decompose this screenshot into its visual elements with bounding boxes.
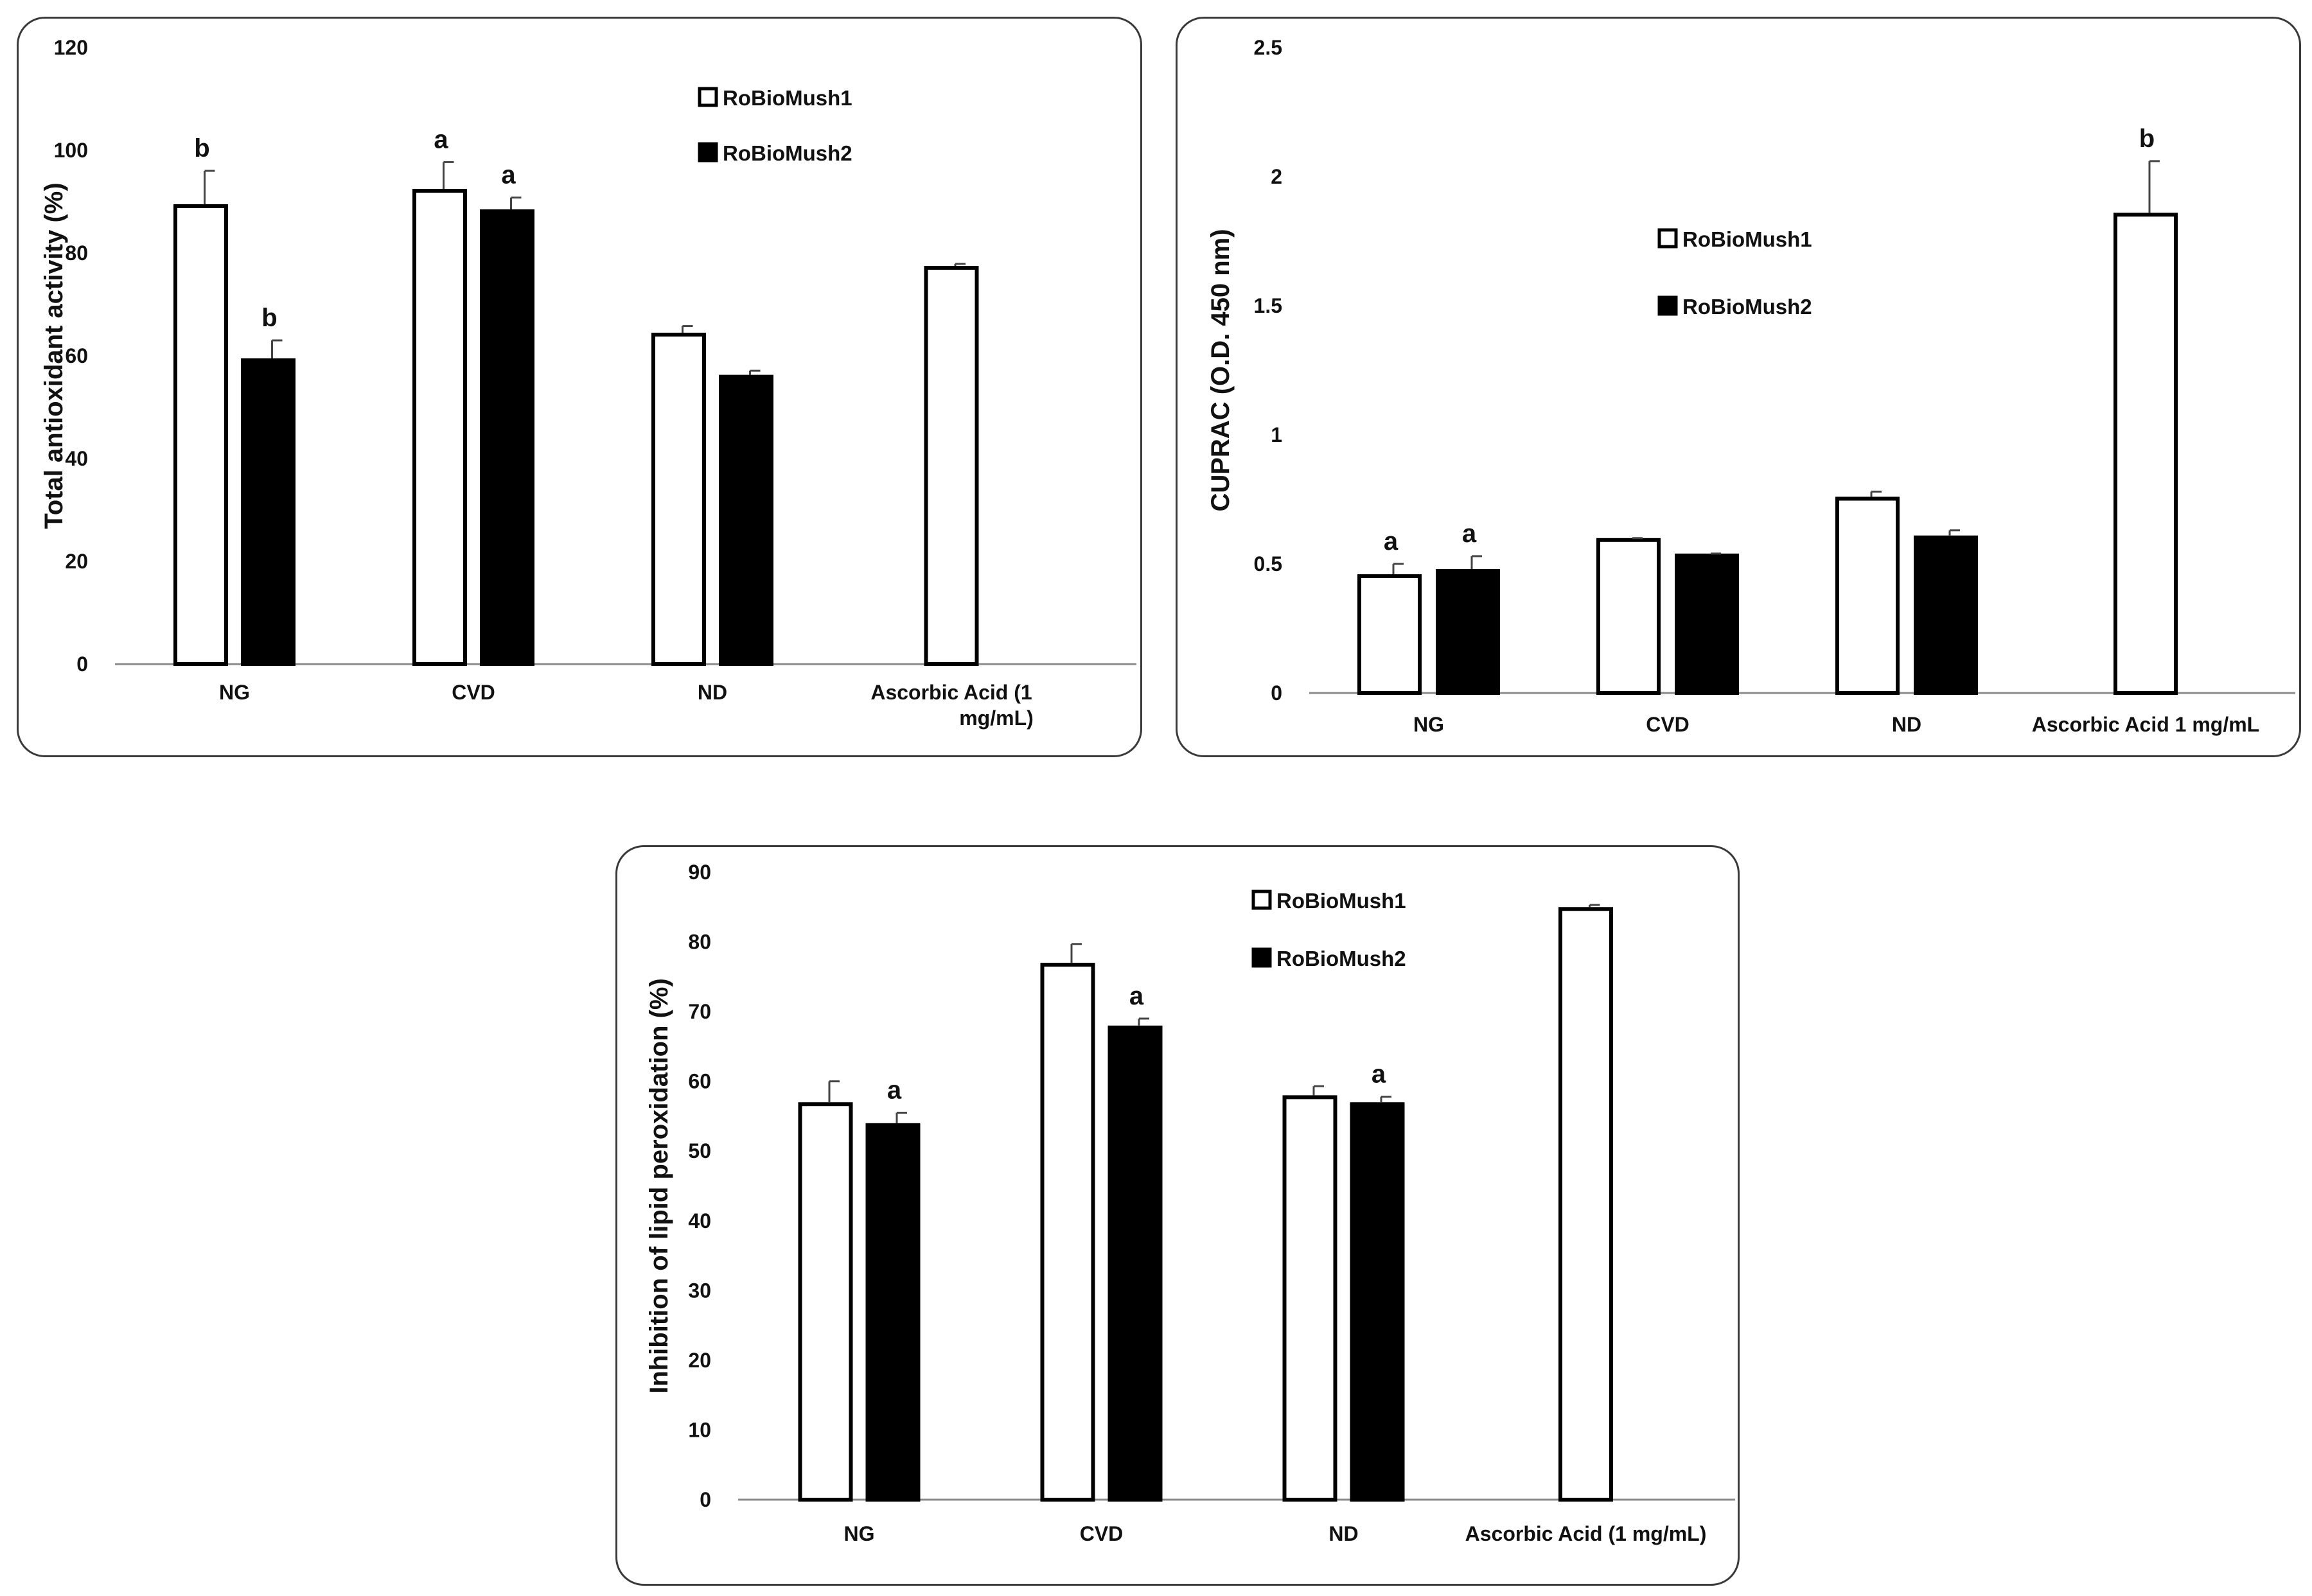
- bar-robiomush1-3: [651, 333, 706, 666]
- y-axis-label: CUPRAC (O.D. 450 nm): [1206, 229, 1235, 511]
- significance-letter: b: [194, 134, 209, 162]
- category-label: CVD: [1080, 1522, 1124, 1545]
- y-tick-label: 40: [65, 447, 88, 470]
- bar-robiomush1-4: [1558, 907, 1613, 1502]
- total-antioxidant-chart: 0 20 40 60 80 100 120 Total antioxidant activit…: [40, 36, 1136, 730]
- category-label: NG: [1413, 713, 1444, 736]
- bar-robiomush2-3: [1914, 535, 1978, 696]
- legend-swatch: [1657, 228, 1678, 249]
- y-tick-label: 100: [54, 139, 88, 162]
- legend-label: RoBioMush1: [723, 86, 852, 110]
- y-tick-label: 0.5: [1254, 552, 1282, 575]
- category-label: ND: [1328, 1522, 1358, 1545]
- bar-robiomush1-1: [798, 1102, 853, 1502]
- category-label: NG: [844, 1522, 875, 1545]
- bar-robiomush1-3: [1835, 496, 1900, 695]
- y-tick-label: 1: [1271, 423, 1282, 446]
- category-label: Ascorbic Acid (1: [870, 681, 1032, 704]
- bar-robiomush2-1: [1436, 569, 1500, 695]
- category-label: ND: [698, 681, 727, 704]
- lipid-peroxidation-chart-panel: 0 10 20 30 40 50 60 70 80 90 Inhibition of lipid p…: [615, 845, 1740, 1586]
- legend-label: RoBioMush2: [1682, 295, 1812, 319]
- y-tick-label: 70: [688, 1000, 711, 1023]
- category-label: Ascorbic Acid 1 mg/mL: [2032, 713, 2259, 736]
- y-tick-label: 80: [65, 241, 88, 265]
- y-tick-label: 20: [65, 550, 88, 573]
- bar-robiomush1-1: [173, 204, 228, 666]
- bar-robiomush1-1: [1357, 574, 1422, 696]
- significance-letter: a: [887, 1076, 902, 1105]
- legend-swatch: [698, 142, 718, 162]
- bar-robiomush2-1: [865, 1123, 921, 1502]
- significance-letter: a: [1384, 527, 1399, 556]
- category-label: CVD: [1646, 713, 1690, 736]
- bar-robiomush1-4: [924, 266, 979, 666]
- significance-letter: a: [434, 125, 448, 153]
- bar-robiomush1-2: [1596, 538, 1661, 695]
- significance-letter: a: [501, 161, 516, 189]
- y-tick-label: 0: [700, 1488, 711, 1511]
- legend-swatch: [1251, 890, 1272, 910]
- legend-label: RoBioMush2: [723, 141, 852, 165]
- y-tick-label: 2: [1271, 165, 1282, 188]
- y-tick-label: 30: [688, 1279, 711, 1302]
- legend-label: RoBioMush1: [1276, 889, 1406, 913]
- bar-robiomush2-3: [719, 374, 773, 666]
- y-tick-label: 1.5: [1254, 294, 1282, 317]
- y-tick-label: 60: [65, 344, 88, 367]
- y-tick-label: 10: [688, 1418, 711, 1441]
- bar-robiomush1-3: [1282, 1095, 1337, 1502]
- bar-robiomush1-2: [1040, 963, 1095, 1502]
- lipid-peroxidation-chart: 0 10 20 30 40 50 60 70 80 90 Inhibition of lipid p…: [645, 861, 1735, 1545]
- bar-robiomush2-2: [480, 209, 534, 666]
- bar-robiomush1-4: [2113, 213, 2178, 695]
- y-tick-label: 0: [76, 653, 88, 676]
- significance-letter: a: [1372, 1060, 1386, 1089]
- bar-robiomush2-1: [241, 358, 296, 666]
- y-tick-label: 60: [688, 1070, 711, 1093]
- y-tick-label: 2.5: [1254, 36, 1282, 59]
- significance-letter: a: [1129, 982, 1144, 1010]
- y-tick-label: 40: [688, 1209, 711, 1232]
- y-tick-label: 50: [688, 1139, 711, 1162]
- legend-swatch: [1657, 295, 1678, 316]
- y-tick-label: 80: [688, 931, 711, 954]
- cuprac-chart-panel: 0 0.5 1 1.5 2 2.5 CUPRAC (O.D. 450 nm) a a NG CVD N…: [1176, 17, 2301, 757]
- y-tick-label: 120: [54, 36, 88, 59]
- legend-swatch: [698, 87, 718, 107]
- significance-letter: b: [2139, 125, 2155, 153]
- legend-label: RoBioMush1: [1682, 227, 1812, 251]
- total-antioxidant-chart-panel: 0 20 40 60 80 100 120 Total antioxidant activit…: [17, 17, 1142, 757]
- legend-label: RoBioMush2: [1276, 947, 1406, 970]
- y-axis-label: Total antioxidant activity (%): [40, 182, 68, 529]
- y-axis-label: Inhibition of lipid peroxidation (%): [645, 978, 673, 1394]
- bar-robiomush2-3: [1350, 1102, 1405, 1502]
- y-tick-label: 90: [688, 861, 711, 884]
- bar-robiomush2-2: [1107, 1025, 1163, 1502]
- category-label: NG: [219, 681, 250, 704]
- bar-robiomush1-2: [412, 189, 467, 666]
- legend-swatch: [1251, 947, 1272, 968]
- significance-letter: a: [1462, 520, 1477, 548]
- y-tick-label: 0: [1271, 681, 1282, 705]
- bar-robiomush2-2: [1675, 553, 1739, 695]
- category-label: mg/mL): [959, 706, 1034, 730]
- category-label: CVD: [452, 681, 495, 704]
- category-label: ND: [1892, 713, 1921, 736]
- y-tick-label: 20: [688, 1349, 711, 1372]
- significance-letter: b: [261, 304, 277, 332]
- cuprac-chart: 0 0.5 1 1.5 2 2.5 CUPRAC (O.D. 450 nm) a a NG CVD N…: [1206, 36, 2295, 736]
- category-label: Ascorbic Acid (1 mg/mL): [1465, 1522, 1707, 1545]
